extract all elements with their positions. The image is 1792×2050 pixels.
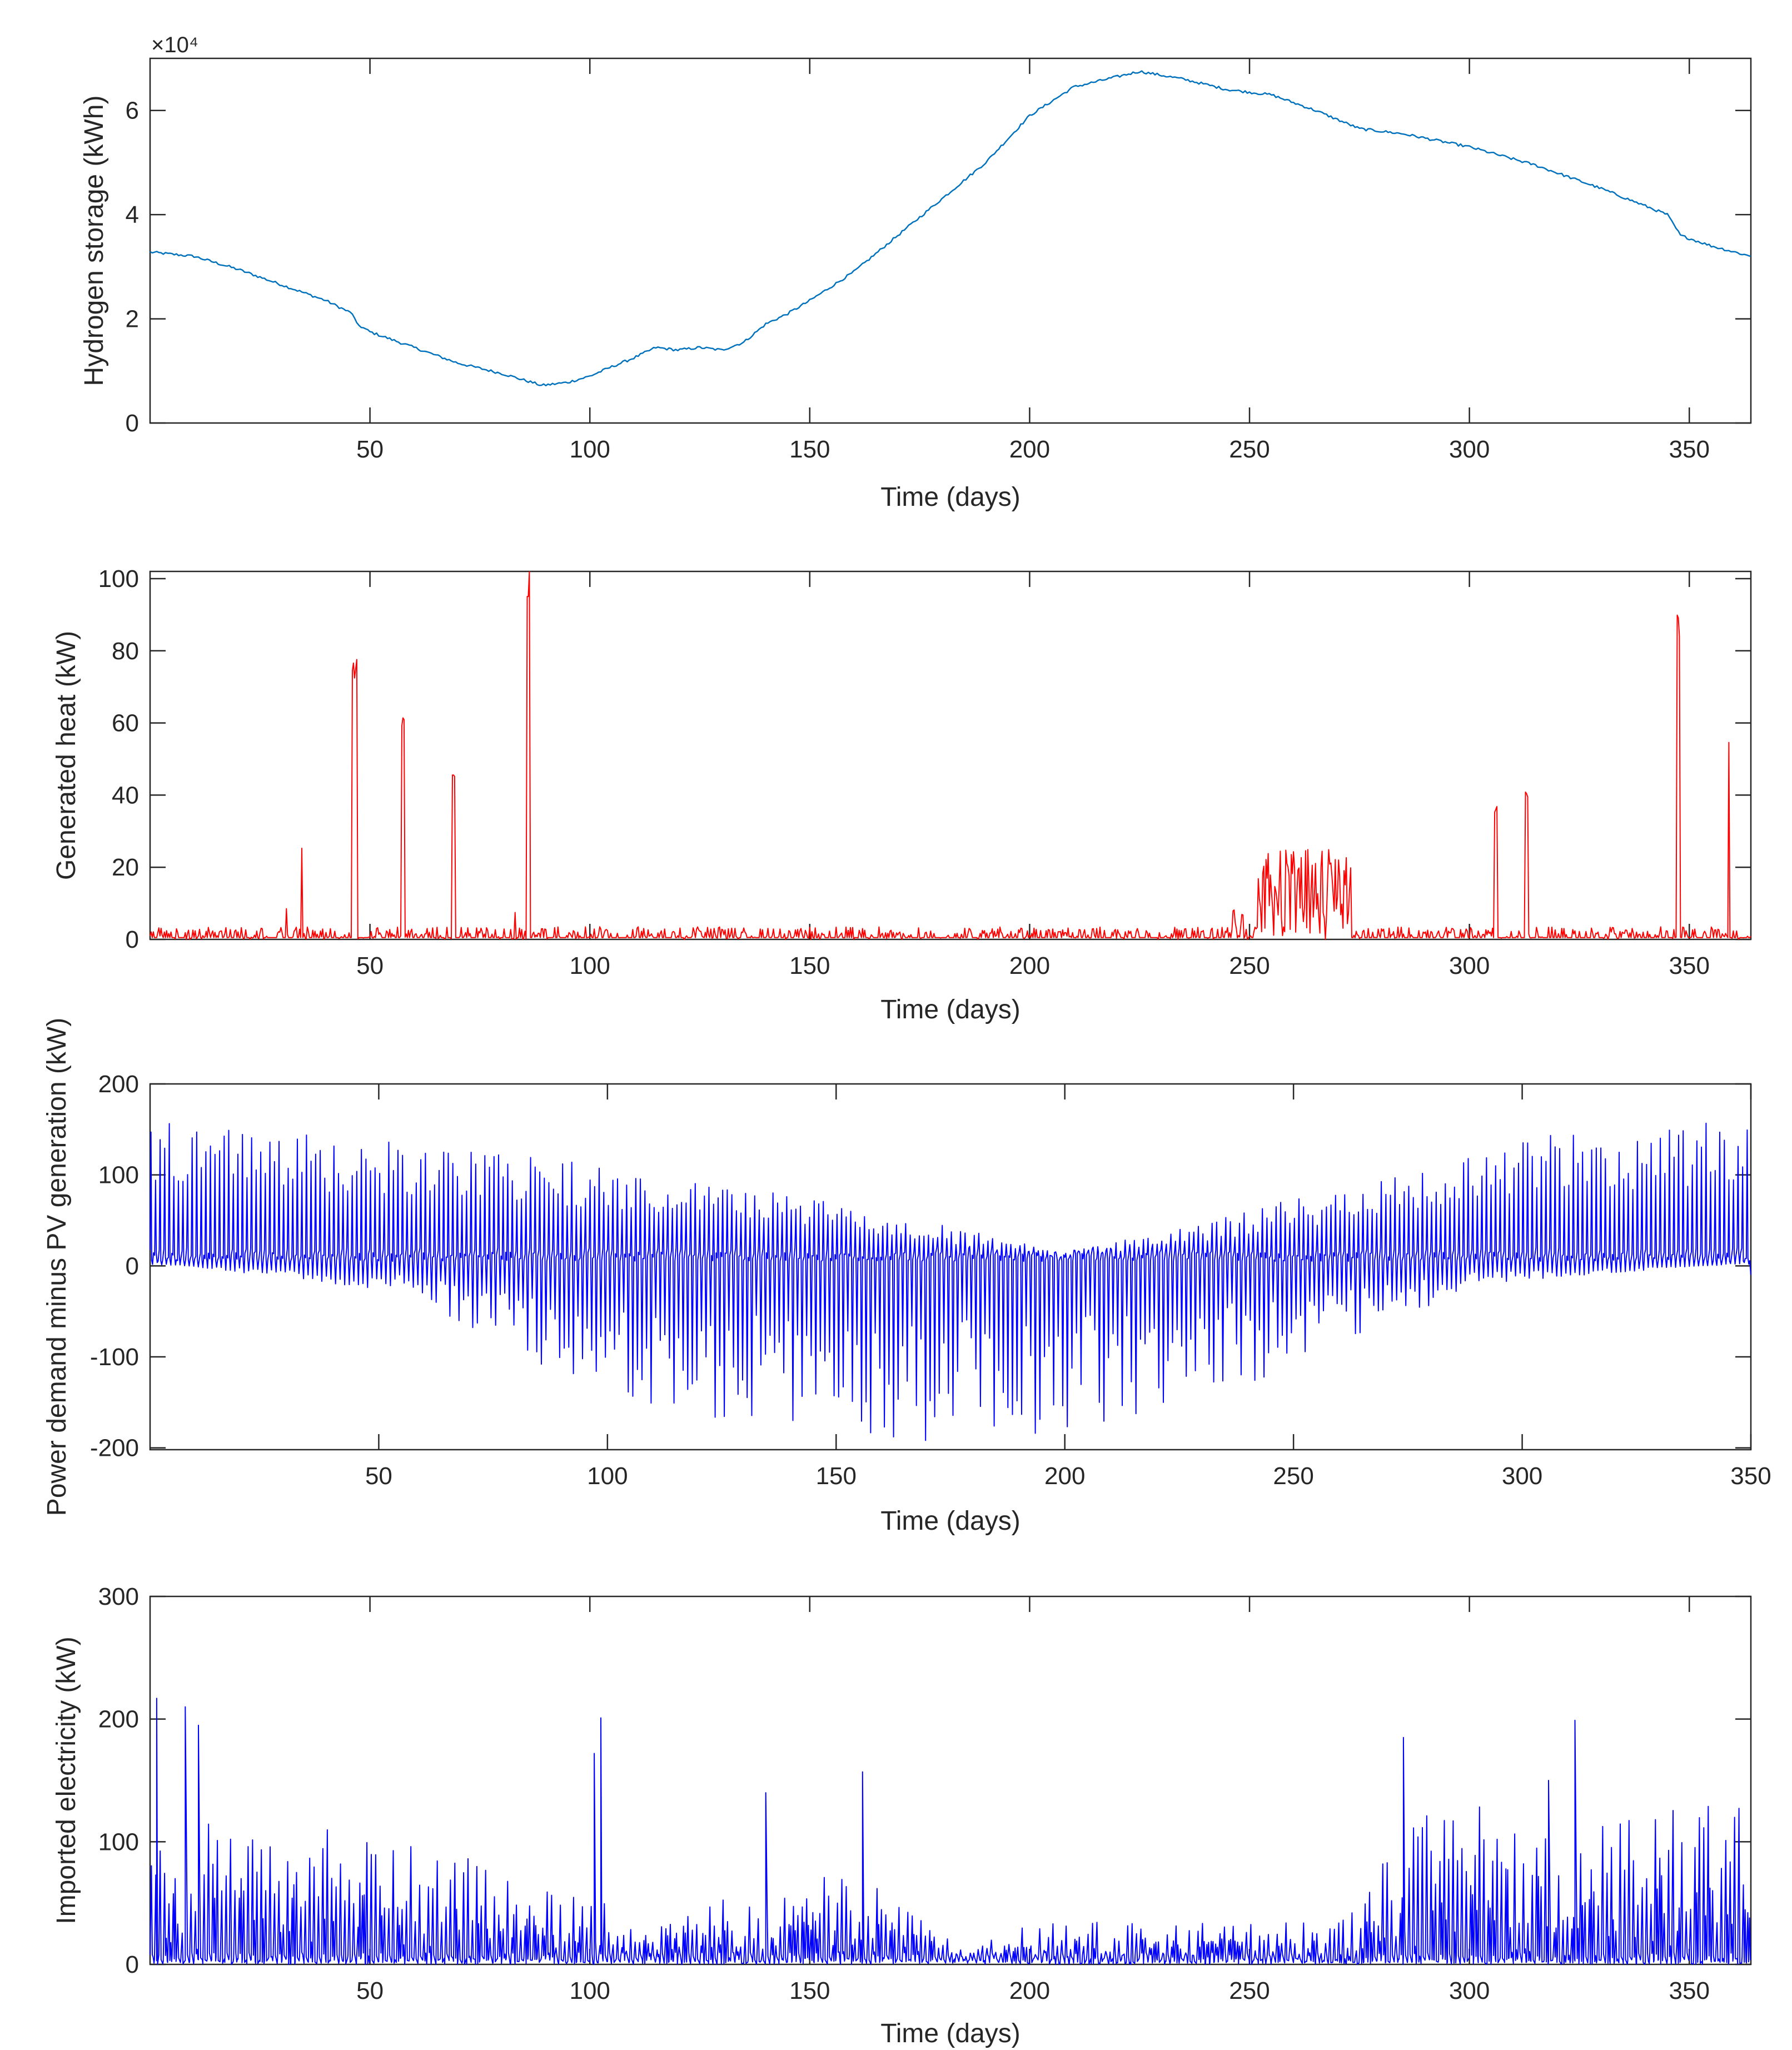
net-demand-x-axis-title: Time (days): [880, 1506, 1021, 1536]
net-demand-x-tick-label: 200: [1044, 1462, 1085, 1490]
net-demand-y-tick-label: -100: [90, 1344, 139, 1371]
imported-x-tick-label: 250: [1229, 1977, 1270, 2004]
generated-heat-panel: Time (days) Generated heat (kW) 50 100 150…: [52, 565, 1752, 1024]
hydrogen-x-tick-label: 100: [569, 436, 610, 463]
net-demand-panel: Time (days) Power demand minus PV genera…: [42, 1018, 1771, 1536]
imported-y-tick-label: 200: [98, 1706, 139, 1733]
hydrogen-y-tick-label: 4: [126, 201, 139, 228]
hydrogen-axes-box: [149, 57, 1752, 424]
heat-y-tick-label: 60: [112, 710, 139, 737]
heat-x-axis-title: Time (days): [880, 995, 1021, 1024]
heat-y-tick-label: 80: [112, 638, 139, 665]
imported-x-tick-label: 200: [1009, 1977, 1050, 2004]
heat-axes-box: [149, 570, 1752, 941]
imported-y-tick-label: 0: [126, 1951, 139, 1978]
imported-x-tick-label: 50: [356, 1977, 384, 2004]
heat-x-tick-label: 300: [1449, 952, 1490, 979]
heat-x-tick-label: 100: [569, 952, 610, 979]
imported-x-tick-label: 100: [569, 1977, 610, 2004]
hydrogen-y-tick-label: 2: [126, 306, 139, 333]
imported-x-tick-label: 300: [1449, 1977, 1490, 2004]
heat-x-tick-label: 250: [1229, 952, 1270, 979]
net-demand-x-tick-label: 100: [587, 1462, 628, 1490]
hydrogen-storage-panel: Time (days) Hydrogen storage (kWh) ×10⁴ …: [79, 33, 1752, 512]
net-demand-y-tick-label: -200: [90, 1435, 139, 1462]
hydrogen-y-tick-label: 0: [126, 410, 139, 437]
imported-y-tick-label: 300: [98, 1583, 139, 1610]
hydrogen-series-line: [150, 70, 1751, 386]
net-demand-y-tick-label: 100: [98, 1162, 139, 1189]
net-demand-y-tick-label: 0: [126, 1252, 139, 1280]
heat-x-tick-label: 150: [789, 952, 830, 979]
heat-x-tick-label: 50: [356, 952, 384, 979]
heat-y-tick-label: 100: [98, 565, 139, 593]
heat-x-tick-label: 200: [1009, 952, 1050, 979]
imported-series-line: [150, 1698, 1751, 1965]
net-demand-y-axis-title: Power demand minus PV generation (kW): [42, 1018, 72, 1516]
hydrogen-y-axis-title: Hydrogen storage (kWh): [79, 96, 109, 386]
net-demand-x-tick-label: 350: [1730, 1462, 1771, 1490]
imported-x-axis-title: Time (days): [880, 2019, 1021, 2048]
net-demand-x-tick-label: 50: [365, 1462, 392, 1490]
imported-axes-box: [149, 1595, 1752, 1966]
heat-y-tick-label: 0: [126, 926, 139, 953]
hydrogen-x-axis-title: Time (days): [880, 482, 1021, 512]
heat-y-axis-title: Generated heat (kW): [52, 631, 81, 880]
hydrogen-x-tick-label: 350: [1669, 436, 1710, 463]
hydrogen-x-tick-label: 150: [789, 436, 830, 463]
hydrogen-y-tick-label: 6: [126, 97, 139, 125]
net-demand-x-tick-label: 250: [1273, 1462, 1313, 1490]
net-demand-x-tick-label: 150: [816, 1462, 857, 1490]
net-demand-x-tick-label: 300: [1502, 1462, 1542, 1490]
hydrogen-x-tick-label: 250: [1229, 436, 1270, 463]
net-demand-axes-box: [149, 1083, 1752, 1451]
heat-x-tick-label: 350: [1669, 952, 1710, 979]
imported-y-axis-title: Imported electricity (kW): [52, 1636, 81, 1924]
heat-series-line: [150, 571, 1751, 940]
hydrogen-x-tick-label: 300: [1449, 436, 1490, 463]
hydrogen-y-exponent-label: ×10⁴: [151, 33, 198, 57]
heat-y-tick-label: 20: [112, 854, 139, 881]
imported-x-tick-label: 350: [1669, 1977, 1710, 2004]
net-demand-series-line: [150, 1122, 1751, 1441]
heat-y-tick-label: 40: [112, 782, 139, 809]
hydrogen-x-tick-label: 50: [356, 436, 384, 463]
imported-electricity-panel: Time (days) Imported electricity (kW) 50…: [52, 1583, 1752, 2048]
imported-y-tick-label: 100: [98, 1828, 139, 1855]
hydrogen-x-tick-label: 200: [1009, 436, 1050, 463]
imported-x-tick-label: 150: [789, 1977, 830, 2004]
net-demand-y-tick-label: 200: [98, 1071, 139, 1098]
